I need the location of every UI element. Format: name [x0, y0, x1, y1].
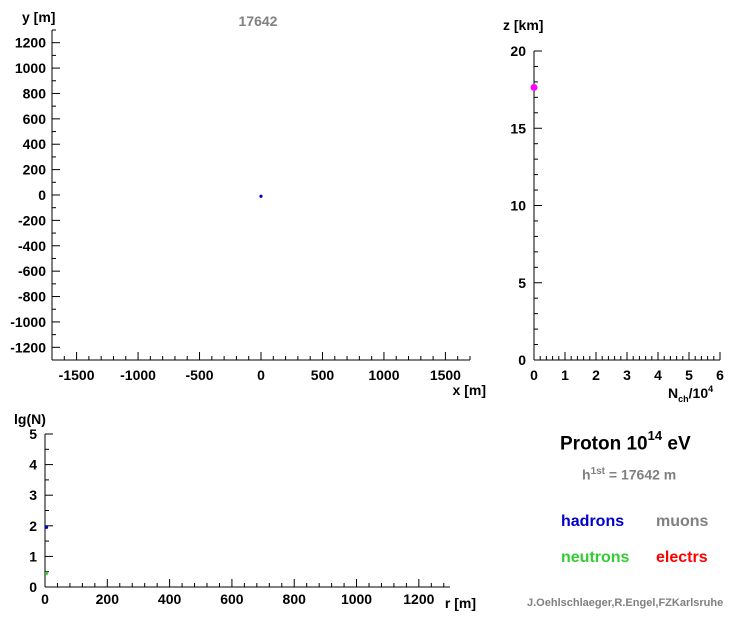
xy-title: 17642: [239, 13, 278, 29]
lat-y-tick-label: 5: [29, 426, 37, 442]
lat-x-tick-label: 0: [41, 591, 49, 607]
lat-x-tick-label: 800: [283, 591, 307, 607]
lat-y-tick-label: 1: [29, 548, 37, 564]
xy-y-tick-label: 600: [23, 111, 47, 127]
credit-text: J.Oehlschlaeger,R.Engel,FZKarlsruhe: [527, 597, 724, 609]
long-x-tick-label: 3: [623, 367, 631, 383]
lat-x-tick-label: 400: [158, 591, 182, 607]
xy-x-tick-label: -500: [186, 367, 214, 383]
lat-xlabel: r [m]: [445, 595, 476, 611]
first-interaction-height: h1st = 17642 m: [582, 466, 676, 483]
long-data-point: [530, 83, 538, 91]
h-superscript: 1st: [590, 466, 606, 477]
xy-y-tick-label: 1200: [15, 35, 46, 51]
energy-unit: eV: [667, 433, 691, 455]
xy-y-tick-label: 200: [23, 162, 47, 178]
long-ylabel: z [km]: [503, 17, 543, 33]
lat-x-tick-label: 1200: [403, 591, 434, 607]
long-x-tick-label: 6: [716, 367, 724, 383]
lat-data-point: [44, 525, 49, 529]
panel-xy-footprint: 17642 y [m] x [m] -1500 -1000 -500 0 500 1000…: [10, 9, 486, 398]
long-y-tick-label: 15: [510, 120, 526, 136]
legend-muons: muons: [656, 513, 709, 530]
xy-y-tick-label: -400: [18, 238, 46, 254]
xy-y-tick-label: 800: [23, 85, 47, 101]
lat-y-tick-label: 4: [29, 457, 37, 473]
xy-y-tick-label: 400: [23, 136, 47, 152]
long-xlabel-sub: ch: [678, 394, 689, 404]
xy-x-tick-label: 1500: [430, 367, 461, 383]
xy-y-tick-label: 0: [38, 187, 46, 203]
long-y-tick-label: 20: [510, 43, 526, 59]
long-x-tick-label: 5: [685, 367, 693, 383]
long-x-tick-label: 2: [592, 367, 600, 383]
lat-x-tick-label: 1000: [341, 591, 372, 607]
h-value: = 17642 m: [608, 466, 677, 483]
xy-x-tick-label: 0: [257, 367, 265, 383]
lat-x-tick-label: 600: [220, 591, 244, 607]
xy-ylabel: y [m]: [22, 9, 55, 25]
xy-y-tick-label: -200: [18, 212, 46, 228]
xy-data-point: [259, 194, 263, 198]
lat-y-tick-label: 3: [29, 487, 37, 503]
xy-y-tick-label: -800: [18, 289, 46, 305]
lat-ylabel: lg(N): [14, 411, 46, 427]
lat-x-tick-label: 200: [96, 591, 120, 607]
xy-xlabel: x [m]: [453, 382, 486, 398]
xy-x-tick-label: 1000: [368, 367, 399, 383]
long-y-tick-label: 5: [518, 275, 526, 291]
xy-y-tick-label: 1000: [15, 60, 46, 76]
long-xlabel-sup: 4: [708, 384, 713, 394]
long-x-tick-label: 4: [654, 367, 662, 383]
lat-y-tick-label: 2: [29, 518, 37, 534]
panel-lateral: lg(N) r [m] 0 200 400 600 800 1000 1200 0 1 2 3 4 5: [14, 411, 476, 611]
xy-y-tick-label: -1200: [10, 339, 46, 355]
long-xlabel-main: N: [668, 385, 678, 401]
xy-x-tick-label: 500: [311, 367, 335, 383]
primary-name: Proton 10: [560, 433, 648, 455]
long-y-tick-label: 10: [510, 198, 526, 214]
primary-label: Proton 1014 eV: [560, 428, 691, 455]
xy-y-tick-label: -600: [18, 263, 46, 279]
legend-neutrons: neutrons: [561, 549, 630, 566]
lat-y-tick-label: 0: [29, 579, 37, 595]
lat-data-point: [44, 571, 49, 575]
xy-x-tick-label: -1500: [59, 367, 95, 383]
long-y-tick-label: 0: [518, 352, 526, 368]
energy-exponent: 14: [647, 428, 663, 443]
long-xlabel: Nch/104: [668, 384, 713, 404]
long-x-tick-label: 1: [561, 367, 569, 383]
h-prefix: h: [582, 466, 591, 483]
xy-x-tick-label: -1000: [120, 367, 156, 383]
xy-y-tick-label: -1000: [10, 314, 46, 330]
legend-electrs: electrs: [656, 549, 708, 566]
legend-hadrons: hadrons: [561, 513, 625, 530]
long-x-tick-label: 0: [530, 367, 538, 383]
long-xlabel-tail: /10: [689, 385, 709, 401]
